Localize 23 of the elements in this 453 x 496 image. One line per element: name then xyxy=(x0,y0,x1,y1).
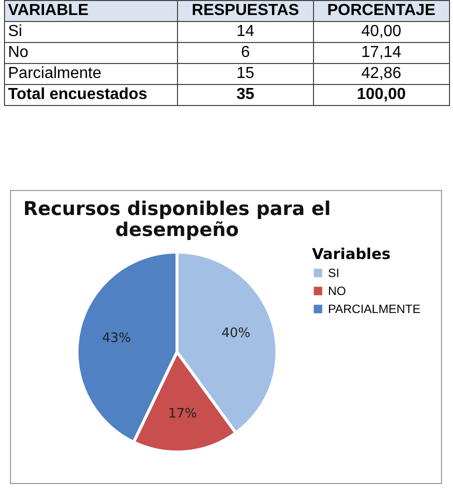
text: VARIABLE xyxy=(4,0,178,22)
text: 100,00 xyxy=(313,84,450,106)
text: Total encuestados xyxy=(4,84,178,106)
legend-label: SI xyxy=(328,266,340,280)
text: 40,00 xyxy=(313,22,450,42)
text: 42,86 xyxy=(313,64,450,84)
text: No xyxy=(4,42,178,64)
text: PORCENTAJE xyxy=(313,0,450,22)
text: Parcialmente xyxy=(4,64,178,84)
text: Si xyxy=(4,22,178,42)
text: 15 xyxy=(178,64,314,84)
legend-label: PARCIALMENTE xyxy=(328,302,420,316)
data-label: 40% xyxy=(222,326,250,341)
text: 17,14 xyxy=(313,42,450,64)
text: 14 xyxy=(178,22,314,42)
data-label: 43% xyxy=(102,331,132,346)
data-label: 17% xyxy=(168,406,198,422)
chart-title: Recursos disponibles para el desempeño xyxy=(23,198,331,241)
text: 35 xyxy=(178,84,314,106)
legend-label: NO xyxy=(328,284,346,298)
legend-title: Variables xyxy=(312,245,391,263)
text: RESPUESTAS xyxy=(178,0,314,22)
text: 6 xyxy=(178,42,314,64)
